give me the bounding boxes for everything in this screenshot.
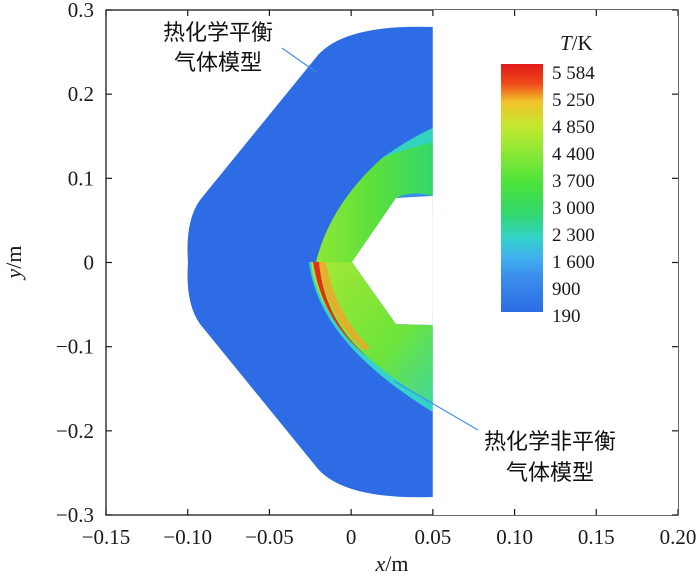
annotation-equilibrium-line-2: 气体模型 bbox=[174, 51, 262, 76]
colorbar-label: 4 850 bbox=[552, 117, 595, 138]
x-axis-label: x/m bbox=[375, 551, 409, 576]
y-tick-label: 0 bbox=[84, 251, 95, 275]
annotation-equilibrium: 热化学平衡 气体模型 bbox=[163, 21, 317, 76]
annotation-nonequilibrium-line-2: 气体模型 bbox=[506, 461, 594, 486]
y-tick-label: 0.3 bbox=[68, 0, 94, 22]
y-tick-label: −0.2 bbox=[56, 419, 94, 443]
x-tick-label: 0.05 bbox=[414, 525, 451, 549]
x-tick-label: 0.20 bbox=[660, 525, 697, 549]
y-tick-label: −0.3 bbox=[56, 503, 94, 527]
annotation-nonequilibrium-leader bbox=[393, 380, 479, 431]
colorbar-label: 3 000 bbox=[552, 198, 595, 219]
y-tick-label: 0.1 bbox=[68, 166, 94, 190]
y-tick-label: −0.1 bbox=[56, 335, 94, 359]
domain-cut bbox=[432, 10, 678, 515]
shock-layer-upper bbox=[316, 128, 433, 262]
colorbar: T/K 5 584 5 250 4 850 4 400 3 700 3 000 2 300 1… bbox=[501, 31, 595, 327]
warm-edge-lower bbox=[319, 262, 370, 350]
colorbar-gradient bbox=[501, 64, 543, 312]
x-axis-ticks: −0.15 −0.10 −0.05 0 0.05 0.10 0.15 0.20 bbox=[82, 10, 697, 549]
x-tick-label: −0.15 bbox=[82, 525, 131, 549]
y-axis-ticks: 0.3 0.2 0.1 0 −0.1 −0.2 −0.3 bbox=[56, 0, 678, 527]
colorbar-label: 900 bbox=[552, 279, 581, 300]
annotation-nonequilibrium-line-1: 热化学非平衡 bbox=[484, 430, 616, 455]
colorbar-label: 1 600 bbox=[552, 252, 595, 273]
x-tick-label: 0 bbox=[346, 525, 357, 549]
colorbar-label: 190 bbox=[552, 306, 581, 327]
colorbar-label: 2 300 bbox=[552, 225, 595, 246]
colorbar-label: 4 400 bbox=[552, 144, 595, 165]
x-tick-label: 0.15 bbox=[578, 525, 615, 549]
x-tick-label: −0.10 bbox=[163, 525, 212, 549]
shock-front-upper bbox=[382, 128, 433, 158]
colorbar-label: 5 584 bbox=[552, 63, 595, 84]
annotation-equilibrium-line-1: 热化学平衡 bbox=[163, 21, 273, 46]
colorbar-label: 3 700 bbox=[552, 171, 595, 192]
x-tick-label: 0.10 bbox=[496, 525, 533, 549]
x-tick-label: −0.05 bbox=[245, 525, 294, 549]
y-axis-label: y/m bbox=[1, 246, 26, 281]
colorbar-title: T/K bbox=[560, 31, 593, 55]
colorbar-label: 5 250 bbox=[552, 90, 595, 111]
annotation-nonequilibrium: 热化学非平衡 气体模型 bbox=[393, 380, 616, 486]
shock-layer-lower bbox=[311, 262, 433, 412]
annotation-equilibrium-leader bbox=[281, 47, 317, 73]
hot-edge-lower bbox=[313, 262, 366, 356]
y-tick-label: 0.2 bbox=[68, 82, 94, 106]
vehicle-body bbox=[352, 196, 433, 325]
temperature-field bbox=[187, 10, 678, 515]
